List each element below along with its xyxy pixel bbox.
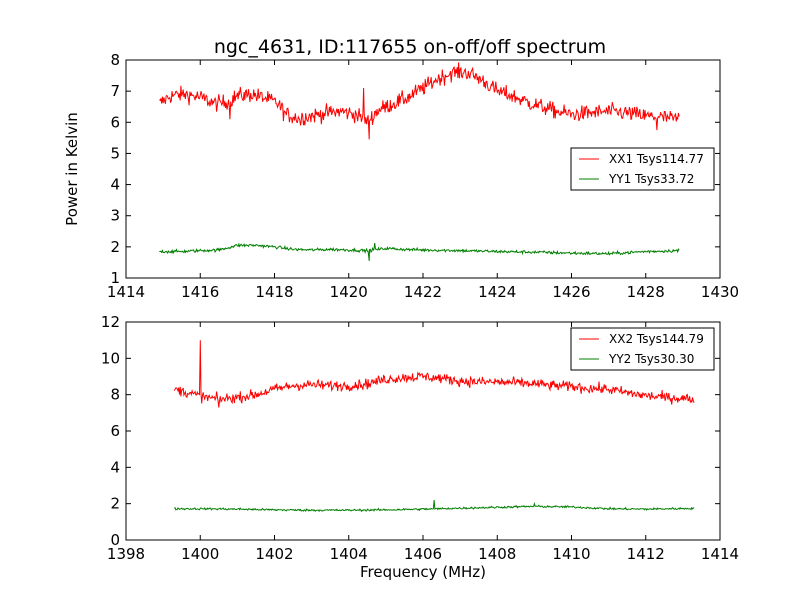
x-tick-label: 1416	[181, 283, 219, 301]
legend-entry: YY2 Tsys30.30	[608, 352, 694, 366]
y-tick-label: 3	[110, 207, 120, 225]
x-tick-label: 1408	[478, 545, 516, 563]
x-tick-label: 1418	[255, 283, 293, 301]
legend-bottom: XX2 Tsys144.79 YY2 Tsys30.30	[570, 327, 715, 371]
y-tick-label: 7	[110, 82, 120, 100]
series-line-bottom-1	[173, 499, 695, 513]
y-tick-label: 2	[110, 238, 120, 256]
x-tick-label: 1428	[627, 283, 665, 301]
y-tick-label: 8	[110, 386, 120, 404]
series-line-top-1	[159, 242, 680, 261]
series-line-top-0	[159, 62, 680, 140]
bottom-panel: 1398 1400 1402 1404 1406 1408 1410 1412 1414 0 2 4 6…	[101, 313, 739, 581]
y-tick-label: 6	[110, 422, 120, 440]
y-tick-label: 5	[110, 144, 120, 162]
y-tick-label: 4	[110, 458, 120, 476]
legend-box	[570, 327, 715, 371]
x-tick-label: 1426	[552, 283, 590, 301]
x-tick-label: 1406	[404, 545, 442, 563]
x-tick-label: 1400	[181, 545, 219, 563]
top-panel: 1414 1416 1418 1420 1422 1424 1426 1428 1430 1 2 3 4…	[63, 51, 739, 301]
x-tick-label: 1410	[552, 545, 590, 563]
x-tick-label: 1404	[330, 545, 368, 563]
y-tick-label: 0	[110, 531, 120, 549]
x-tick-label: 1420	[330, 283, 368, 301]
legend-top: XX1 Tsys114.77 YY1 Tsys33.72	[570, 147, 715, 191]
y-tick-label: 1	[110, 269, 120, 287]
y-tick-label: 8	[110, 51, 120, 69]
y-tick-label: 2	[110, 495, 120, 513]
chart-title: ngc_4631, ID:117655 on-off/off spectrum	[214, 36, 606, 58]
series-line-bottom-0	[173, 340, 695, 408]
x-tick-label: 1398	[107, 545, 145, 563]
legend-box	[570, 147, 715, 191]
y-tick-label: 10	[101, 349, 120, 367]
x-tick-label: 1430	[701, 283, 739, 301]
x-tick-label: 1412	[627, 545, 665, 563]
legend-entry: XX2 Tsys144.79	[609, 332, 704, 346]
y-tick-label: 6	[110, 113, 120, 131]
x-tick-label: 1424	[478, 283, 516, 301]
x-tick-label: 1414	[701, 545, 739, 563]
y-axis-label: Power in Kelvin	[63, 112, 81, 226]
legend-entry: XX1 Tsys114.77	[609, 152, 704, 166]
x-tick-label: 1414	[107, 283, 145, 301]
x-tick-label: 1422	[404, 283, 442, 301]
y-tick-label: 12	[101, 313, 120, 331]
x-axis-label: Frequency (MHz)	[360, 563, 486, 581]
y-tick-label: 4	[110, 176, 120, 194]
x-tick-label: 1402	[255, 545, 293, 563]
legend-entry: YY1 Tsys33.72	[608, 172, 694, 186]
